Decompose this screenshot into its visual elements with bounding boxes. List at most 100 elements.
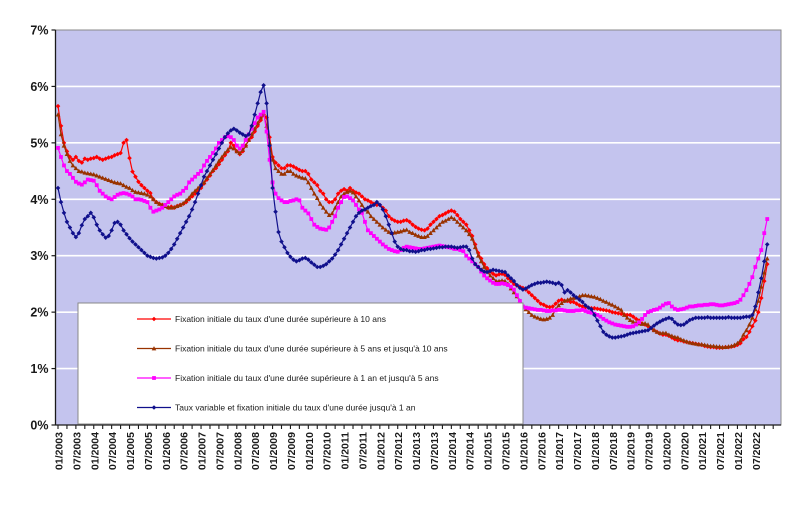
data-point-marker: [514, 282, 520, 288]
data-point-marker: [154, 256, 159, 261]
data-point-marker: [741, 332, 746, 337]
data-point-marker: [669, 304, 674, 309]
data-point-marker: [562, 298, 567, 303]
data-point-marker: [177, 230, 183, 236]
data-point-marker: [73, 179, 78, 184]
data-point-marker: [118, 150, 123, 156]
data-point-marker: [71, 175, 75, 180]
x-axis-label: 07/2004: [107, 432, 119, 470]
data-point-marker: [59, 155, 63, 159]
data-point-marker: [609, 302, 615, 307]
data-point-marker: [240, 143, 245, 148]
data-point-marker: [186, 195, 192, 200]
data-point-marker: [529, 306, 534, 311]
data-point-marker: [466, 228, 472, 233]
data-point-marker: [765, 217, 770, 221]
data-point-marker: [383, 244, 388, 249]
data-point-marker: [687, 340, 693, 345]
x-axis-label: 07/2020: [679, 432, 691, 470]
data-point-marker: [312, 222, 317, 227]
data-point-marker: [529, 292, 535, 298]
data-point-marker: [94, 173, 100, 178]
data-point-marker: [326, 199, 332, 205]
data-point-marker: [332, 252, 338, 257]
data-point-marker: [171, 242, 177, 247]
data-point-marker: [217, 140, 221, 145]
data-point-marker: [538, 307, 543, 312]
x-axis-label: 07/2014: [465, 432, 477, 470]
data-point-marker: [309, 177, 314, 182]
data-point-marker: [547, 279, 552, 285]
data-point-marker: [136, 197, 141, 202]
data-point-marker: [294, 197, 299, 202]
data-point-marker: [380, 225, 386, 230]
data-point-marker: [672, 334, 678, 339]
data-point-marker: [717, 344, 722, 349]
data-point-marker: [687, 317, 693, 323]
data-point-marker: [279, 198, 284, 203]
data-point-marker: [580, 299, 585, 305]
data-point-marker: [419, 234, 424, 239]
data-point-marker: [136, 179, 141, 185]
x-axis-label: 07/2010: [322, 432, 334, 470]
data-point-marker: [478, 258, 484, 264]
data-point-marker: [607, 320, 612, 325]
data-point-marker: [282, 200, 287, 205]
data-point-marker: [550, 304, 555, 309]
data-point-marker: [82, 216, 88, 222]
data-point-marker: [55, 112, 61, 117]
data-point-marker: [618, 311, 624, 317]
data-point-marker: [347, 185, 353, 191]
data-point-marker: [491, 280, 495, 285]
data-point-marker: [294, 165, 299, 171]
data-point-marker: [401, 247, 406, 253]
data-point-marker: [586, 293, 591, 298]
data-point-marker: [377, 202, 383, 208]
data-point-marker: [199, 169, 203, 173]
data-point-marker: [151, 196, 156, 202]
data-point-marker: [67, 158, 73, 163]
data-point-marker: [455, 212, 460, 218]
data-point-marker: [73, 165, 79, 171]
x-axis-label: 01/2019: [626, 432, 638, 470]
data-point-marker: [753, 265, 758, 269]
data-point-marker: [151, 316, 157, 322]
data-point-marker: [216, 162, 222, 167]
data-point-marker: [276, 196, 281, 201]
data-point-marker: [70, 157, 76, 163]
data-point-marker: [463, 244, 469, 249]
x-axis-label: 07/2018: [608, 432, 620, 470]
data-point-marker: [735, 315, 740, 321]
data-point-marker: [148, 205, 153, 210]
data-point-marker: [192, 188, 198, 193]
data-point-marker: [690, 316, 696, 322]
data-point-marker: [452, 216, 457, 221]
data-point-marker: [526, 306, 531, 311]
data-point-marker: [764, 242, 770, 247]
data-point-marker: [496, 268, 502, 274]
legend-label: Fixation initiale du taux d'une durée su…: [175, 344, 448, 354]
x-axis-label: 01/2016: [518, 432, 530, 470]
data-point-marker: [76, 168, 82, 173]
data-point-marker: [443, 218, 448, 223]
data-point-marker: [303, 176, 308, 181]
y-axis-label: 0%: [30, 419, 48, 433]
data-point-marker: [681, 306, 686, 311]
data-point-marker: [118, 181, 123, 186]
data-point-marker: [630, 319, 636, 324]
data-point-marker: [106, 196, 111, 201]
data-point-marker: [186, 213, 192, 219]
data-point-marker: [506, 283, 510, 287]
data-point-marker: [172, 194, 177, 199]
data-point-marker: [744, 288, 749, 293]
data-point-marker: [366, 228, 370, 233]
data-point-marker: [666, 332, 672, 337]
data-point-marker: [416, 226, 421, 231]
data-point-marker: [544, 279, 550, 284]
data-point-marker: [127, 235, 132, 241]
data-point-marker: [478, 267, 484, 273]
data-point-marker: [183, 198, 189, 203]
data-point-marker: [234, 143, 239, 148]
data-point-marker: [410, 222, 415, 227]
data-point-marker: [222, 134, 228, 140]
